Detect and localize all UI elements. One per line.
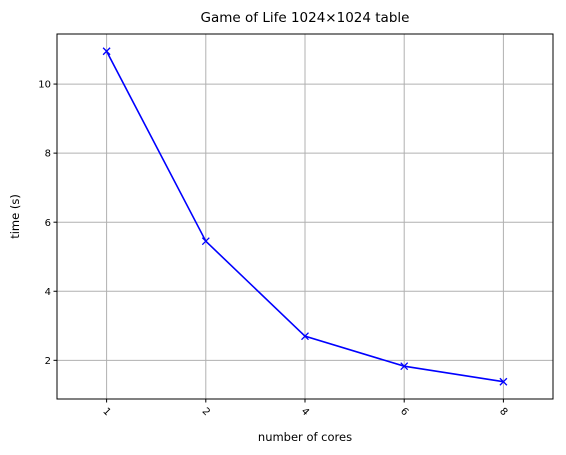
y-tick-label: 6 — [45, 218, 51, 229]
y-tick-label: 4 — [45, 287, 51, 298]
x-tick-label: 8 — [497, 406, 509, 418]
y-tick-label: 8 — [45, 149, 51, 160]
y-axis-label: time (s) — [8, 194, 22, 239]
chart-title: Game of Life 1024×1024 table — [201, 10, 410, 26]
x-tick-label: 6 — [398, 406, 410, 418]
y-tick-label: 10 — [38, 80, 51, 91]
data-point-marker — [201, 237, 210, 246]
x-tick-label: 2 — [200, 406, 212, 418]
data-point-marker — [499, 377, 508, 386]
data-point-marker — [301, 332, 309, 341]
y-axis: 2 4 6 8 10 — [38, 80, 57, 367]
x-axis-label: number of cores — [258, 430, 352, 444]
grid — [57, 34, 553, 399]
x-tick-label: 4 — [299, 406, 311, 418]
data-point-marker — [102, 47, 111, 56]
data-point-marker — [400, 362, 409, 371]
x-tick-label: 1 — [100, 406, 112, 418]
y-tick-label: 2 — [45, 356, 51, 367]
series-layer — [102, 47, 508, 386]
x-axis: 1 2 4 6 8 — [100, 399, 509, 418]
